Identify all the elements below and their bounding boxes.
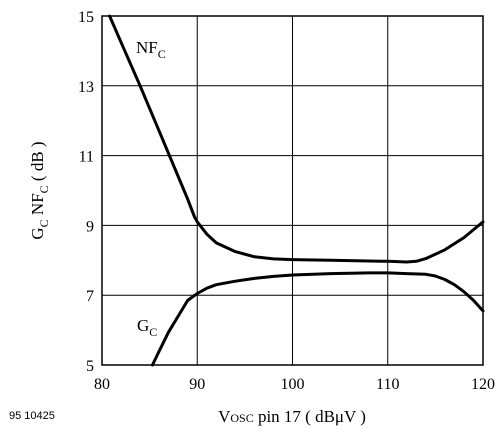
y-tick-labels: 5 7 9 11 13 15 xyxy=(78,9,94,375)
y-axis-title: GC NFC ( dB ) xyxy=(28,141,51,239)
y-tick-label: 13 xyxy=(78,79,94,96)
series-lines xyxy=(108,14,485,367)
series-label-gc: GC xyxy=(137,316,157,339)
x-tick-label: 120 xyxy=(471,376,495,393)
figure-id: 95 10425 xyxy=(9,410,55,422)
plot-frame xyxy=(101,15,484,366)
x-tick-label: 80 xyxy=(94,376,110,393)
nfc-series-line xyxy=(108,14,485,264)
grid xyxy=(101,15,484,366)
x-tick-labels: 80 90 100 110 120 xyxy=(94,376,495,393)
x-tick-label: 100 xyxy=(281,376,305,393)
y-tick-label: 15 xyxy=(78,9,94,26)
y-tick-label: 5 xyxy=(86,358,94,375)
series-label-nfc: NFC xyxy=(136,38,166,61)
y-tick-label: 11 xyxy=(79,149,94,166)
x-tick-label: 90 xyxy=(189,376,205,393)
x-axis-title: VOSC pin 17 ( dBμV ) xyxy=(218,407,366,426)
x-tick-label: 110 xyxy=(376,376,399,393)
y-tick-label: 9 xyxy=(86,218,94,235)
gc-series-line xyxy=(151,271,485,367)
y-tick-label: 7 xyxy=(86,288,94,305)
